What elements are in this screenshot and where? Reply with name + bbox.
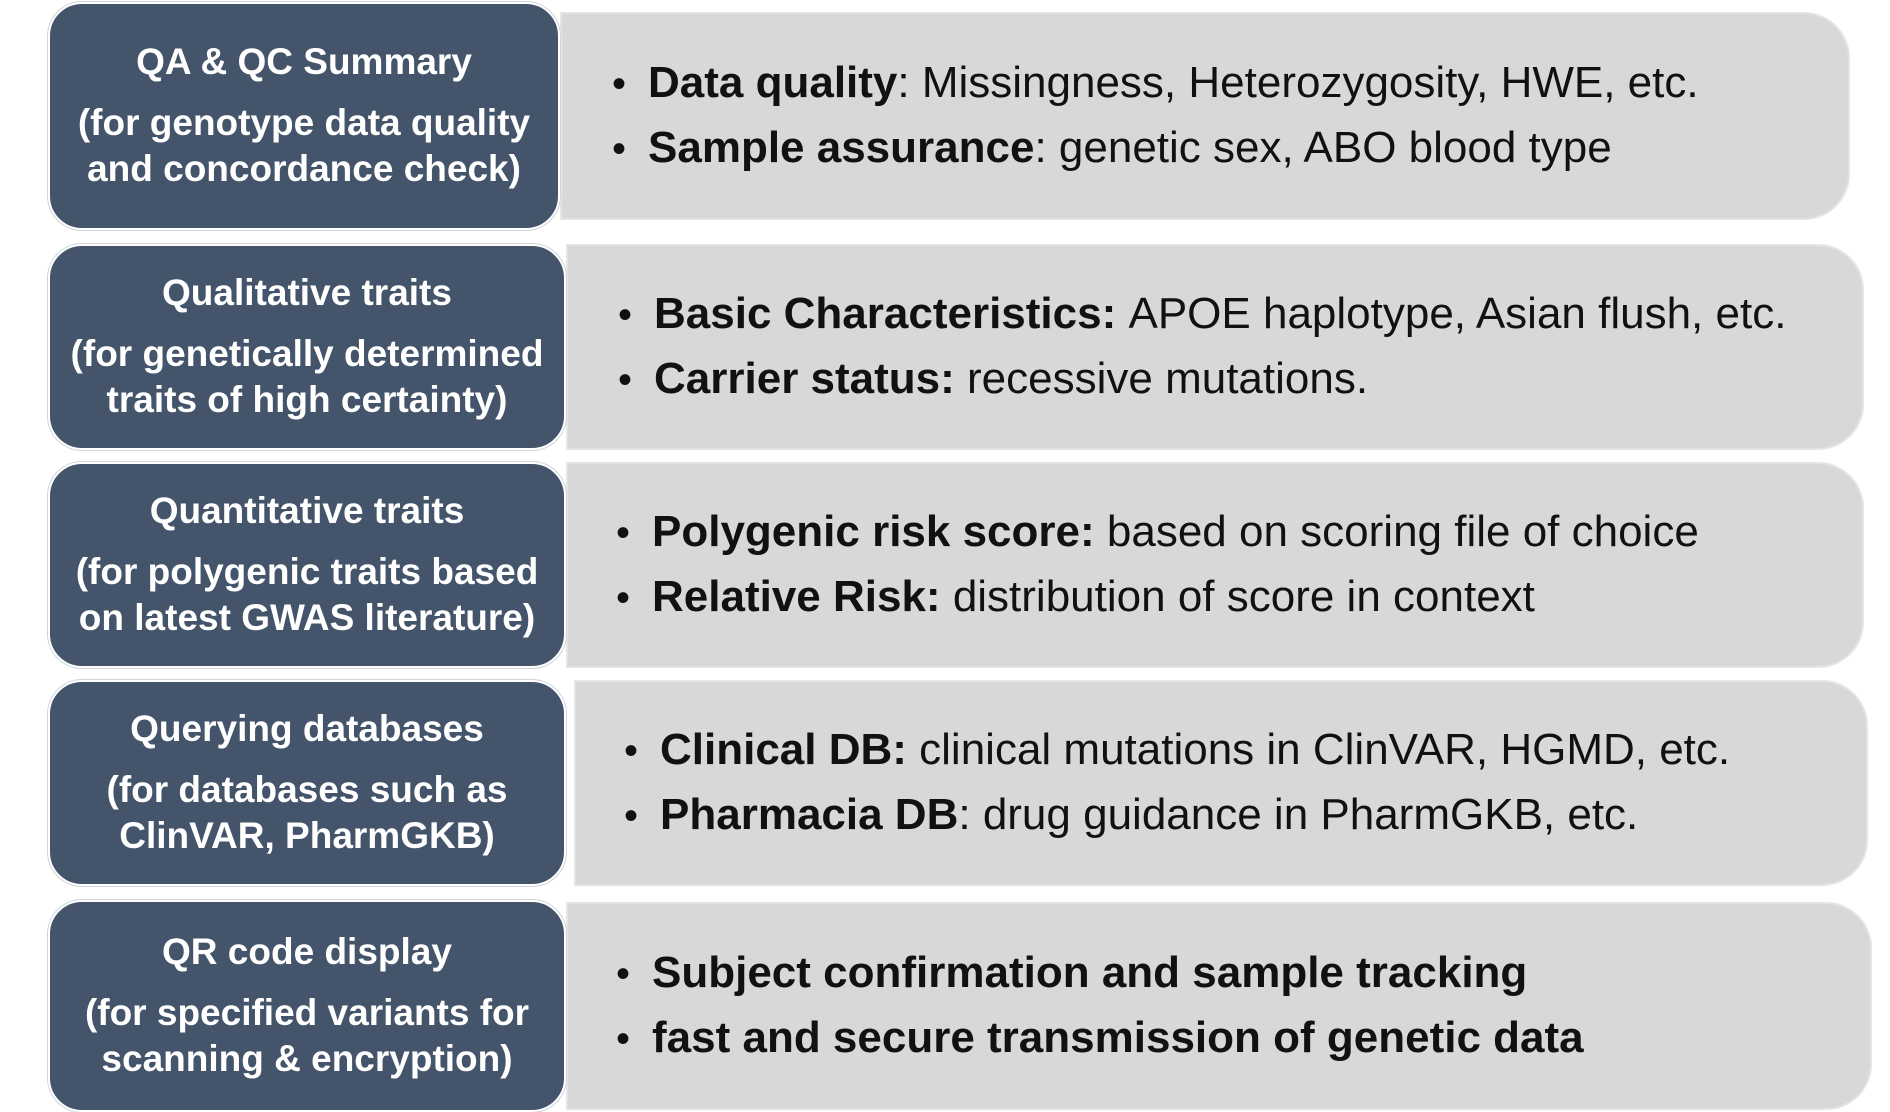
bullet-icon: •	[612, 62, 627, 106]
bullet-text: drug guidance in PharmGKB, etc.	[982, 790, 1639, 839]
row-1-title: QA & QC Summary	[136, 41, 472, 82]
row-3-subtitle-line-1: (for polygenic traits based	[75, 551, 539, 592]
bullet-icon: •	[616, 952, 631, 996]
row-2-title: Qualitative traits	[162, 272, 452, 313]
row-1-subtitle-line-1: (for genotype data quality	[77, 102, 531, 143]
bullet-term: Data quality	[648, 58, 898, 107]
bullet-separator	[955, 347, 967, 411]
bullet-separator: :	[897, 58, 922, 107]
row-3-title-box: Quantitative traits (for polygenic trait…	[48, 462, 566, 668]
bullet-term: Carrier status:	[654, 354, 955, 403]
row-3-title: Quantitative traits	[149, 490, 465, 531]
row-5-content-box: • Subject confirmation and sample tracki…	[566, 902, 1872, 1110]
row-4-subtitle-line-1: (for databases such as	[106, 769, 508, 810]
bullet-text: genetic sex, ABO blood type	[1058, 123, 1612, 172]
row-3-bullet-1: • Polygenic risk score: based on scoring…	[616, 500, 1862, 565]
row-4-title: Querying databases	[130, 708, 484, 749]
row-1-title-box: QA & QC Summary (for genotype data quali…	[48, 2, 560, 230]
bullet-icon: •	[618, 293, 633, 337]
bullet-icon: •	[624, 729, 639, 773]
row-5-title: QR code display	[162, 931, 452, 972]
bullet-text: APOE haplotype, Asian flush, etc.	[1128, 289, 1787, 338]
row-5-bullet-2: • fast and secure transmission of geneti…	[616, 1006, 1870, 1071]
row-4-title-box: Querying databases (for databases such a…	[48, 680, 566, 886]
row-3-subtitle-line-2: on latest GWAS literature)	[78, 597, 536, 638]
row-3-bullet-2: • Relative Risk: distribution of score i…	[616, 565, 1862, 630]
row-2-title-box: Qualitative traits (for genetically dete…	[48, 244, 566, 450]
bullet-term: Relative Risk:	[652, 572, 941, 621]
bullet-icon: •	[616, 511, 631, 555]
row-1-subtitle-line-2: and concordance check)	[87, 148, 521, 189]
row-1-bullet-2: • Sample assurance: genetic sex, ABO blo…	[612, 116, 1848, 181]
row-4-subtitle-line-2: ClinVAR, PharmGKB)	[119, 815, 495, 856]
bullet-text: based on scoring file of choice	[1106, 507, 1699, 556]
bullet-separator	[1095, 500, 1107, 564]
bullet-term: Basic Characteristics:	[654, 289, 1117, 338]
bullet-separator	[941, 565, 953, 629]
row-1-bullet-1: • Data quality: Missingness, Heterozygos…	[612, 51, 1848, 116]
bullet-separator	[907, 718, 919, 782]
bullet-term: Sample assurance	[648, 123, 1035, 172]
row-3-content-box: • Polygenic risk score: based on scoring…	[566, 462, 1864, 668]
row-2-bullet-2: • Carrier status: recessive mutations.	[618, 347, 1862, 412]
row-5-subtitle-line-1: (for specified variants for	[84, 992, 530, 1033]
row-2-subtitle-line-1: (for genetically determined	[70, 333, 544, 374]
bullet-icon: •	[612, 127, 627, 171]
bullet-text: Subject confirmation and sample tracking	[652, 948, 1528, 997]
row-1-content-box: • Data quality: Missingness, Heterozygos…	[560, 12, 1850, 220]
bullet-icon: •	[616, 576, 631, 620]
bullet-icon: •	[616, 1017, 631, 1061]
row-4-content-box: • Clinical DB: clinical mutations in Cli…	[574, 680, 1868, 886]
row-5-subtitle-line-2: scanning & encryption)	[101, 1038, 513, 1079]
row-4-bullet-2: • Pharmacia DB: drug guidance in PharmGK…	[624, 783, 1866, 848]
bullet-separator	[1116, 282, 1128, 346]
bullet-text: fast and secure transmission of genetic …	[652, 1013, 1584, 1062]
row-5-bullet-1: • Subject confirmation and sample tracki…	[616, 941, 1870, 1006]
bullet-term: Polygenic risk score:	[652, 507, 1095, 556]
bullet-icon: •	[624, 794, 639, 838]
bullet-term: Clinical DB:	[660, 725, 907, 774]
row-4-bullet-1: • Clinical DB: clinical mutations in Cli…	[624, 718, 1866, 783]
bullet-separator: :	[958, 790, 983, 839]
row-2-bullet-1: • Basic Characteristics: APOE haplotype,…	[618, 282, 1862, 347]
bullet-text: Missingness, Heterozygosity, HWE, etc.	[921, 58, 1699, 107]
bullet-term: Pharmacia DB	[660, 790, 959, 839]
bullet-icon: •	[618, 358, 633, 402]
row-5-title-box: QR code display (for specified variants …	[48, 900, 566, 1112]
bullet-text: recessive mutations.	[967, 354, 1369, 403]
bullet-separator: :	[1034, 123, 1059, 172]
bullet-text: distribution of score in context	[952, 572, 1535, 621]
bullet-text: clinical mutations in ClinVAR, HGMD, etc…	[919, 725, 1731, 774]
row-2-subtitle-line-2: traits of high certainty)	[106, 379, 508, 420]
row-2-content-box: • Basic Characteristics: APOE haplotype,…	[566, 244, 1864, 450]
